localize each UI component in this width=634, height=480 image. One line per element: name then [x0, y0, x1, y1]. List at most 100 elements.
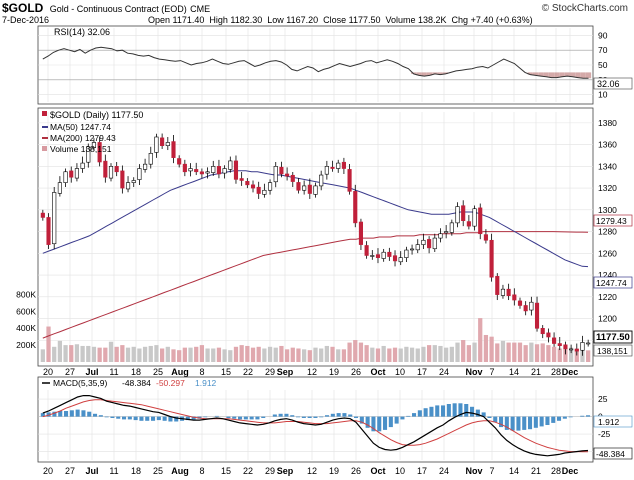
volume-bar — [137, 348, 142, 362]
macd-value-box — [593, 447, 633, 460]
volume-bar — [296, 348, 301, 362]
macd-hist-bar — [319, 416, 324, 418]
volume-bar — [177, 350, 182, 362]
macd-hist-bar — [336, 413, 341, 417]
macd-hist-bar — [499, 416, 504, 428]
volume-tick-label: 400K — [16, 323, 36, 333]
x-tick-label: 21 — [531, 466, 541, 476]
macd-hist-bar — [243, 416, 248, 420]
macd-hist-bar — [168, 416, 173, 422]
macd-hist-bar — [562, 416, 567, 419]
volume-bar — [159, 348, 165, 362]
price-tick-label: 1380 — [598, 118, 617, 128]
macd-hist-bar — [452, 403, 457, 417]
candle-body — [143, 163, 148, 170]
macd-hist-bar — [325, 415, 330, 417]
volume-bar — [387, 348, 392, 362]
volume-bar — [449, 346, 454, 362]
price-panel-frame — [37, 107, 594, 367]
volume-bar — [517, 342, 523, 362]
volume-bar — [114, 346, 119, 362]
x-tick-label: 25 — [153, 367, 163, 377]
volume-bar — [131, 346, 136, 362]
macd-hist-bar — [435, 405, 440, 417]
x-tick-label: 21 — [531, 367, 541, 377]
volume-bar — [279, 345, 284, 362]
macd-hist-bar — [487, 416, 492, 418]
x-tick-label: 29 — [265, 367, 275, 377]
price-tick-label: 1360 — [598, 140, 617, 150]
candle-body — [182, 163, 187, 173]
volume-bar — [455, 342, 460, 362]
volume-bar — [580, 350, 585, 362]
candle-body — [461, 205, 466, 221]
volume-bar — [404, 346, 409, 362]
macd-panel-frame — [37, 376, 594, 463]
volume-bar — [302, 349, 307, 362]
volume-y-axis: 200K 400K 600K 800K — [16, 289, 36, 350]
candle-body — [211, 166, 216, 173]
volume-bar — [381, 345, 386, 362]
rsi-fill-bar — [543, 72, 549, 77]
volume-bar — [194, 346, 199, 362]
candle-body — [86, 146, 91, 163]
volume-bar — [438, 345, 443, 362]
x-tick-label: Nov — [465, 466, 482, 476]
rsi-fill-bar — [442, 72, 449, 74]
candle-body — [410, 248, 415, 251]
candle-body — [495, 276, 500, 295]
macd-hist-bar — [377, 416, 382, 432]
x-tick-label: 24 — [439, 466, 449, 476]
volume-bar — [426, 345, 432, 362]
x-tick-label: 29 — [265, 466, 275, 476]
x-tick-label: 11 — [109, 466, 118, 476]
candle-body — [347, 169, 352, 192]
candle-body — [40, 212, 45, 218]
volume-bar — [290, 347, 295, 362]
rsi-fill-bar — [548, 72, 555, 78]
macd-hist-bar — [145, 416, 150, 421]
macd-hist-bar — [417, 410, 422, 417]
volume-bar — [165, 346, 170, 362]
rsi-tick-label: 70 — [598, 45, 608, 55]
candle-body — [466, 221, 471, 227]
candle-body — [398, 257, 403, 263]
x-tick-label: 28 — [551, 466, 561, 476]
candle-body — [69, 170, 74, 178]
volume-bar — [568, 347, 574, 362]
volume-bar — [364, 345, 369, 362]
volume-bar — [313, 347, 318, 362]
volume-bar — [353, 340, 358, 362]
candle-body — [125, 182, 131, 190]
macd-hist-bar — [580, 415, 585, 417]
volume-bar — [233, 346, 239, 362]
rsi-fill-bar — [527, 72, 533, 75]
x-tick-label: 12 — [307, 466, 317, 476]
candle-body — [97, 142, 102, 163]
candle-body — [381, 251, 386, 259]
macd-hist-bar — [348, 414, 353, 417]
volume-bar — [415, 348, 420, 362]
x-tick-label: 18 — [131, 367, 141, 377]
volume-bar — [347, 342, 352, 362]
macd-hist-bar — [226, 416, 231, 418]
candle-body — [199, 171, 204, 175]
candle-body — [586, 342, 591, 345]
macd-hist-bar — [313, 416, 318, 418]
candle-body — [256, 186, 261, 194]
ma50-label: MA(50) 1247.74 — [50, 122, 111, 132]
rsi-current-value: 32.06 — [597, 79, 620, 89]
brand-watermark: © StockCharts.com — [541, 3, 628, 14]
candle-body — [324, 166, 329, 175]
macd-hist-bar — [272, 414, 277, 417]
x-tick-label: 15 — [221, 367, 231, 377]
macd-hist-bar — [93, 413, 98, 417]
macd-hist-bar — [127, 416, 132, 420]
volume-bar — [421, 346, 426, 362]
candle-body — [546, 332, 551, 338]
candle-body — [353, 191, 358, 224]
x-tick-label: 19 — [329, 466, 339, 476]
macd-hist-bar — [568, 416, 573, 418]
volume-bar — [273, 347, 278, 362]
